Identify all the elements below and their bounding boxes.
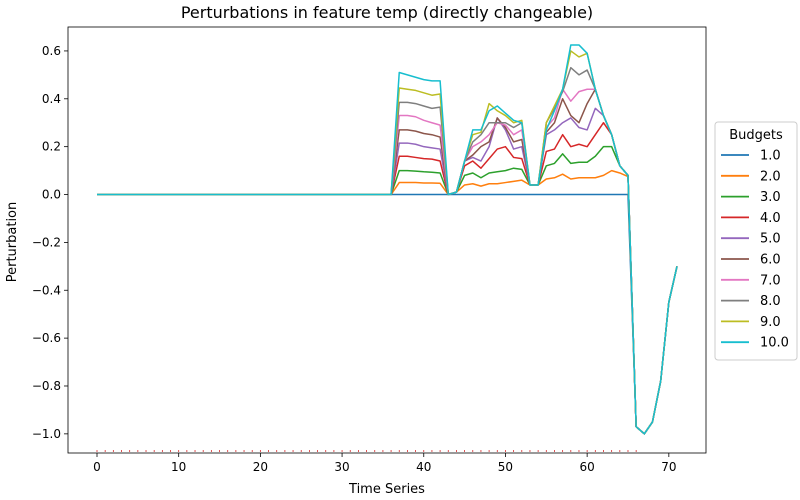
x-tick-label: 40 <box>416 460 431 474</box>
series-line-2.0 <box>97 169 678 435</box>
legend-title: Budgets <box>729 128 783 143</box>
legend-entry-5.0: 5.0 <box>721 232 781 247</box>
y-axis: −1.0 −0.8 −0.6 −0.4 −0.2 0.0 0.2 0.4 0.6 <box>32 44 68 441</box>
x-tick-label: 60 <box>580 460 595 474</box>
legend-label: 9.0 <box>760 315 781 330</box>
series-line-4.0 <box>97 121 678 435</box>
legend-entry-9.0: 9.0 <box>721 315 781 330</box>
chart-title: Perturbations in feature temp (directly … <box>181 3 593 22</box>
x-tick-label: 0 <box>93 460 101 474</box>
y-axis-label: Perturbation <box>5 202 20 283</box>
series-line-9.0 <box>97 50 678 435</box>
legend-entry-7.0: 7.0 <box>721 273 781 288</box>
legend-label: 10.0 <box>760 336 789 351</box>
legend-entry-8.0: 8.0 <box>721 294 781 309</box>
y-tick-label: −1.0 <box>32 427 61 441</box>
series-line-1.0 <box>97 193 678 435</box>
y-tick-label: 0.2 <box>42 140 61 154</box>
y-tick-label: 0.4 <box>42 92 61 106</box>
legend-entry-1.0: 1.0 <box>721 149 781 164</box>
y-tick-label: 0.6 <box>42 44 61 58</box>
x-axis-label: Time Series <box>348 482 425 497</box>
legend-label: 5.0 <box>760 232 781 247</box>
series-line-3.0 <box>97 145 678 435</box>
legend-label: 6.0 <box>760 253 781 268</box>
plot-frame <box>67 26 707 454</box>
legend-entry-6.0: 6.0 <box>721 253 781 268</box>
x-tick-label: 30 <box>334 460 349 474</box>
legend-label: 8.0 <box>760 294 781 309</box>
y-tick-label: −0.2 <box>32 235 61 249</box>
plot-area <box>67 26 707 454</box>
x-tick-label: 50 <box>498 460 513 474</box>
series-line-5.0 <box>97 107 678 435</box>
series-line-10.0 <box>97 44 678 435</box>
legend-entry-10.0: 10.0 <box>721 336 789 351</box>
x-tick-label: 10 <box>171 460 186 474</box>
y-tick-label: 0.0 <box>42 188 61 202</box>
legend: Budgets 1.0 2.0 3.0 4.0 5.0 6.0 7.0 8.0 9.0 10.0 <box>714 121 798 361</box>
legend-label: 7.0 <box>760 273 781 288</box>
legend-entry-3.0: 3.0 <box>721 190 781 205</box>
legend-box <box>714 121 798 361</box>
legend-label: 2.0 <box>760 169 781 184</box>
y-tick-label: −0.4 <box>32 283 61 297</box>
legend-entry-2.0: 2.0 <box>721 169 781 184</box>
x-axis: 0 10 20 30 40 50 60 70 <box>93 453 676 474</box>
legend-entry-4.0: 4.0 <box>721 211 781 226</box>
legend-label: 1.0 <box>760 149 781 164</box>
legend-label: 4.0 <box>760 211 781 226</box>
series-line-6.0 <box>97 88 678 435</box>
y-tick-label: −0.6 <box>32 331 61 345</box>
x-tick-label: 20 <box>253 460 268 474</box>
legend-label: 3.0 <box>760 190 781 205</box>
y-tick-label: −0.8 <box>32 379 61 393</box>
series-line-7.0 <box>97 88 678 435</box>
x-tick-label: 70 <box>661 460 676 474</box>
